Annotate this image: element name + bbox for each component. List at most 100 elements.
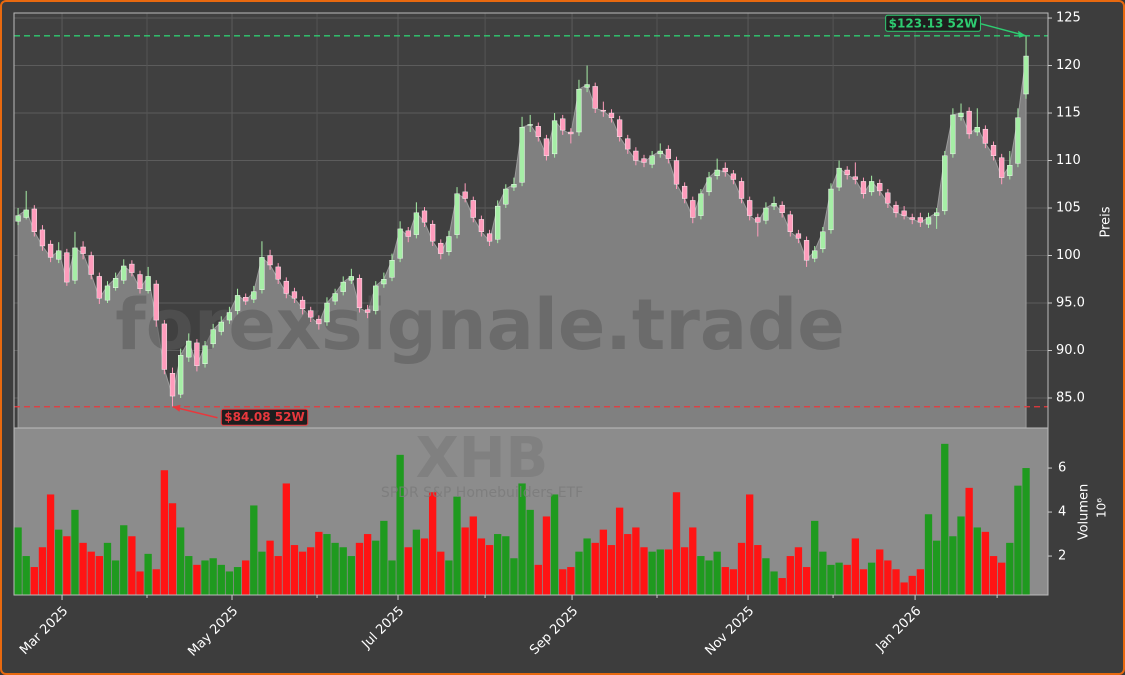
annotation: $123.13 52W [885, 14, 981, 32]
volume-bar [282, 483, 290, 595]
volume-bar [550, 494, 559, 595]
candle-body [145, 276, 151, 291]
volume-bar [998, 562, 1006, 595]
candle-body [779, 204, 785, 213]
annotation-arrowhead [172, 404, 181, 412]
candle-body [56, 250, 62, 260]
annotation-box [220, 408, 309, 426]
y-tick-label: 110 [1056, 153, 1081, 168]
y2-axis-label: Volumen [1077, 484, 1092, 541]
candle-body [730, 173, 737, 180]
candle-body [714, 169, 720, 176]
volume-bar [689, 527, 697, 595]
candle-body [31, 208, 37, 232]
volume-bar [786, 556, 794, 595]
candle-body [202, 345, 208, 364]
volume-bar [583, 538, 591, 595]
candle-body [649, 155, 655, 165]
volume-bar [664, 549, 673, 595]
volume-bar [363, 534, 372, 595]
volume-bar [307, 547, 315, 595]
candle-body [88, 255, 94, 275]
volume-bar [111, 560, 120, 595]
candle-body [121, 265, 127, 281]
y-tick-label: 115 [1056, 106, 1081, 121]
y2-offset-label: 10⁶ [1095, 498, 1109, 518]
y-tick-label: 125 [1056, 11, 1081, 26]
volume-bar [404, 547, 412, 595]
volume-bar [941, 443, 949, 595]
candle-body [397, 228, 403, 259]
candle-body [226, 312, 233, 321]
y-axis-label: Preis [1099, 206, 1114, 237]
candle-body [625, 138, 631, 150]
candle-body [568, 131, 574, 135]
x-tick-label: Nov 2025 [702, 604, 757, 659]
candle-body [860, 181, 867, 194]
volume-bar [428, 492, 437, 595]
volume-bar [518, 483, 526, 595]
volume-bar [827, 564, 835, 595]
candle-body [486, 233, 493, 242]
candle-body [747, 200, 753, 216]
y2-tick-label: 4 [1058, 505, 1066, 520]
candle-body [283, 280, 289, 294]
candle-body [348, 276, 354, 281]
candle-body [194, 342, 200, 366]
volume-bar [534, 564, 542, 595]
candle-body [616, 119, 623, 137]
candle-body [909, 217, 915, 220]
volume-bar [331, 542, 339, 595]
candle-body [470, 200, 476, 218]
volume-bar [485, 545, 494, 595]
volume-bar [412, 529, 421, 595]
candle-body [665, 148, 672, 159]
candle-body [933, 212, 940, 216]
volume-bar [380, 520, 388, 595]
x-tick-label: Jul 2025 [359, 604, 408, 653]
candle-body [576, 89, 582, 133]
x-tick-label: Sep 2025 [527, 604, 581, 658]
candle-body [1015, 117, 1021, 164]
candle-body [966, 110, 972, 135]
candle-body [763, 207, 769, 221]
volume-bar [697, 556, 705, 595]
candle-body [673, 160, 680, 185]
candle-body [706, 177, 712, 193]
candle-body [852, 176, 858, 180]
volume-bar [71, 509, 79, 595]
volume-bar [274, 556, 282, 595]
candle-body [950, 114, 956, 155]
y-tick-label: 85.0 [1056, 390, 1085, 405]
volume-bar [396, 454, 404, 595]
y2-tick-label: 6 [1058, 461, 1066, 476]
volume-bar [794, 547, 803, 595]
symbol-watermark: XHB [416, 426, 549, 491]
volume-bar [851, 538, 860, 595]
volume-bar [737, 542, 746, 595]
y-tick-label: 100 [1056, 248, 1081, 263]
candle-body [251, 291, 257, 300]
candle-body [600, 109, 606, 112]
x-tick-label: May 2025 [185, 604, 241, 660]
volume-bar [209, 558, 217, 595]
candle-body [259, 257, 265, 290]
volume-bar [339, 547, 347, 595]
volume-bar [510, 558, 518, 595]
volume-bar [965, 487, 973, 595]
volume-bar [185, 556, 193, 595]
y2-tick-label: 2 [1058, 549, 1066, 564]
volume-bar [168, 503, 177, 595]
volume-bar [494, 534, 502, 595]
candle-body [308, 310, 314, 318]
candle-body [608, 112, 615, 118]
candle-body [535, 126, 541, 137]
volume-bar [916, 569, 925, 595]
volume-bar [672, 492, 681, 595]
annotation-arrowhead [1018, 30, 1027, 38]
candle-body [137, 274, 143, 289]
volume-bar [217, 564, 225, 595]
volume-bar [38, 547, 47, 595]
candle-body [186, 340, 192, 358]
volume-bar [477, 538, 486, 595]
